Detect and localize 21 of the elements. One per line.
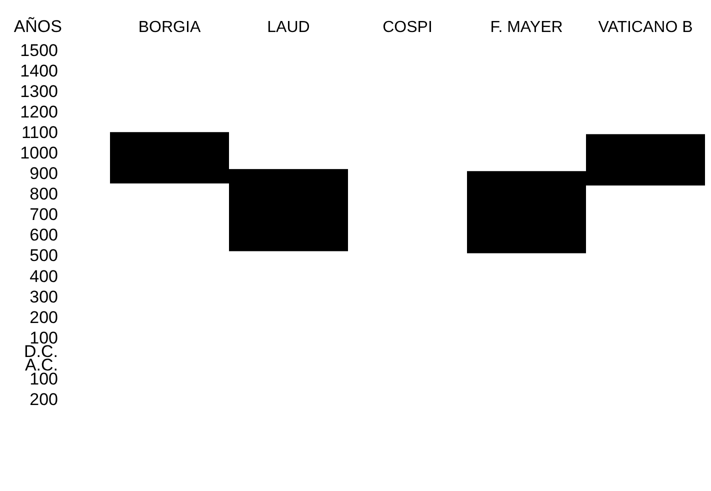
y-axis-title: AÑOS [14,17,62,36]
y-tick-label: 1500 [20,40,58,60]
y-tick-label: 600 [30,226,58,245]
y-tick-label: 400 [30,266,58,286]
y-tick-label: 700 [30,205,58,224]
y-tick-label: 1100 [21,123,58,142]
y-tick-label: 1300 [20,82,58,102]
x-tick-label: LAUD [267,19,310,36]
x-tick-label: COSPI [382,19,432,36]
y-tick-label: 500 [30,246,58,266]
x-tick-label: F. MAYER [490,19,563,36]
y-tick-label: 800 [30,184,58,204]
y-tick-label: 300 [30,287,58,306]
y-tick-label: 1000 [20,144,58,163]
x-tick-label: VATICANO B [598,19,693,36]
y-tick-label: 200 [30,308,58,327]
y-tick-label: 900 [30,164,58,184]
y-tick-label: 1400 [20,61,58,80]
x-tick-label: BORGIA [138,19,201,36]
y-tick-label: 1200 [20,102,58,122]
y-tick-label: 200 [30,390,58,409]
